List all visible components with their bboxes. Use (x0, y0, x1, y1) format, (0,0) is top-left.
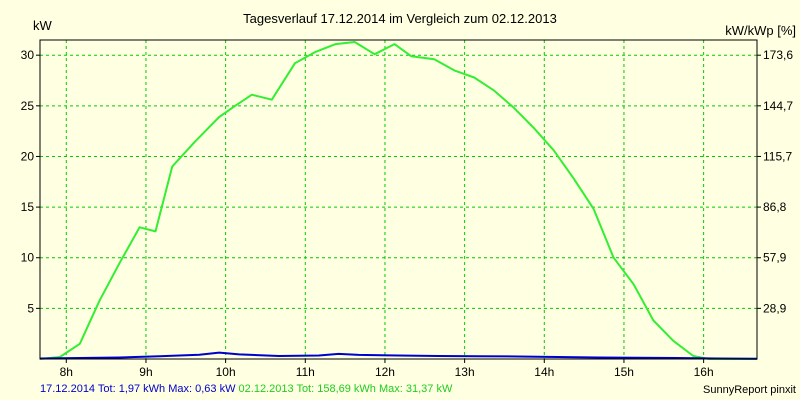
x-tick-label: 10h (216, 365, 236, 379)
grid (40, 40, 757, 359)
x-tick-label: 14h (534, 365, 554, 379)
footer-series-1-stats: 17.12.2014 Tot: 1,97 kWh Max: 0,63 kW (40, 383, 236, 395)
y-tick-label-right: 86,8 (763, 200, 787, 214)
footer-stats: 17.12.2014 Tot: 1,97 kWh Max: 0,63 kW 02… (40, 383, 452, 395)
y-tick-label-left: 25 (21, 99, 35, 113)
y-tick-label-right: 115,7 (763, 149, 792, 163)
x-tick-label: 11h (296, 365, 315, 379)
plot-area (40, 40, 757, 359)
y-tick-label-left: 5 (27, 301, 34, 315)
series-group (39, 41, 758, 360)
series-line-2 (39, 351, 758, 360)
series-line-1 (39, 41, 757, 360)
y-tick-label-left: 10 (21, 251, 35, 265)
y-tick-label-right: 144,7 (763, 99, 793, 113)
x-tick-label: 12h (375, 365, 395, 379)
y-axis-left-label: kW (33, 18, 53, 33)
chart-title: Tagesverlauf 17.12.2014 im Vergleich zum… (243, 11, 557, 26)
footer-brand: SunnyReport pinxit (703, 384, 796, 396)
plot-border (39, 39, 758, 360)
footer-series-2-stats: 02.12.2013 Tot: 158,69 kWh Max: 31,37 kW (238, 383, 453, 395)
y-tick-label-left: 30 (21, 48, 35, 62)
y-tick-label-right: 28,9 (763, 301, 787, 315)
x-tick-label: 9h (139, 365, 152, 379)
ticks: 8h 9h 10h 11h 12h 13h 14h 15h 16h 5 28,9 10 57,9 15 86… (21, 48, 794, 379)
y-tick-label-left: 15 (21, 200, 35, 214)
y-tick-label-right: 173,6 (763, 48, 793, 62)
x-tick-label: 8h (60, 365, 73, 379)
y-tick-label-left: 20 (21, 149, 35, 163)
x-tick-label: 16h (694, 365, 714, 379)
x-tick-label: 15h (614, 365, 634, 379)
y-axis-right-label: kW/kWp [%] (725, 23, 796, 38)
x-tick-label: 13h (455, 365, 475, 379)
y-tick-label-right: 57,9 (763, 251, 787, 265)
